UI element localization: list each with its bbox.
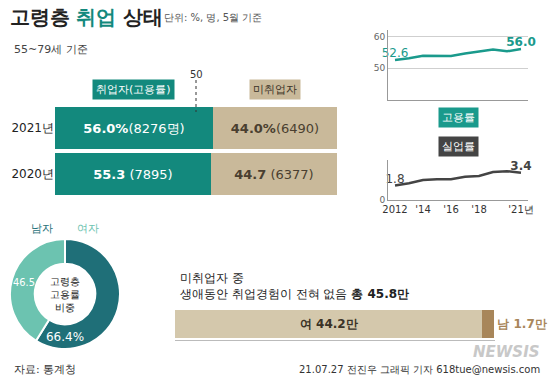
svg-text:50: 50	[190, 69, 203, 80]
svg-text:'16: '16	[443, 204, 458, 215]
svg-text:50: 50	[374, 63, 386, 73]
svg-text:0: 0	[379, 195, 385, 205]
svg-text:1.8: 1.8	[385, 172, 404, 186]
svg-text:단위: %, 명, 5월 기준: 단위: %, 명, 5월 기준	[164, 12, 262, 23]
svg-text:'14: '14	[415, 204, 430, 215]
svg-text:미취업자: 미취업자	[253, 83, 297, 96]
svg-text:2021년: 2021년	[11, 121, 54, 135]
svg-text:여자: 여자	[77, 222, 99, 235]
svg-text:44.7 (6377): 44.7 (6377)	[234, 167, 313, 182]
svg-text:'18: '18	[471, 204, 486, 215]
svg-text:60: 60	[374, 32, 386, 42]
svg-text:56.0: 56.0	[506, 35, 536, 49]
svg-text:실업률: 실업률	[442, 140, 475, 153]
svg-text:55.3 (7895): 55.3 (7895)	[93, 167, 172, 182]
svg-text:55~79세 기준: 55~79세 기준	[14, 43, 88, 56]
svg-text:NEWSIS: NEWSIS	[473, 343, 540, 361]
svg-text:'21년: '21년	[508, 204, 533, 215]
svg-text:고용률: 고용률	[442, 111, 475, 124]
svg-text:여 44.2만: 여 44.2만	[300, 317, 358, 331]
svg-text:3.4: 3.4	[510, 159, 531, 173]
svg-text:취업자(고용률): 취업자(고용률)	[96, 83, 171, 96]
svg-text:56.0%(8276명): 56.0%(8276명)	[83, 121, 184, 136]
svg-text:46.5: 46.5	[13, 277, 35, 288]
svg-text:고령층 취업 상태: 고령층 취업 상태	[10, 5, 163, 29]
svg-text:자료: 통계청: 자료: 통계청	[14, 363, 76, 376]
svg-text:미취업자 중생애동안 취업경험이 전혀 없음 총 45.8만: 미취업자 중생애동안 취업경험이 전혀 없음 총 45.8만	[180, 271, 409, 301]
svg-text:2020년: 2020년	[11, 167, 54, 181]
svg-text:52.6: 52.6	[382, 46, 409, 60]
svg-text:고령층고용률비중: 고령층고용률비중	[50, 276, 80, 313]
svg-text:44.0%(6490): 44.0%(6490)	[231, 121, 319, 136]
svg-text:남자: 남자	[31, 222, 53, 235]
svg-text:2012: 2012	[382, 204, 407, 215]
svg-text:21.07.27 전진우 그래픽 기자 618tue@new: 21.07.27 전진우 그래픽 기자 618tue@newsis.com	[299, 364, 540, 375]
svg-text:남 1.7만: 남 1.7만	[497, 317, 546, 331]
svg-text:66.4%: 66.4%	[46, 330, 84, 344]
